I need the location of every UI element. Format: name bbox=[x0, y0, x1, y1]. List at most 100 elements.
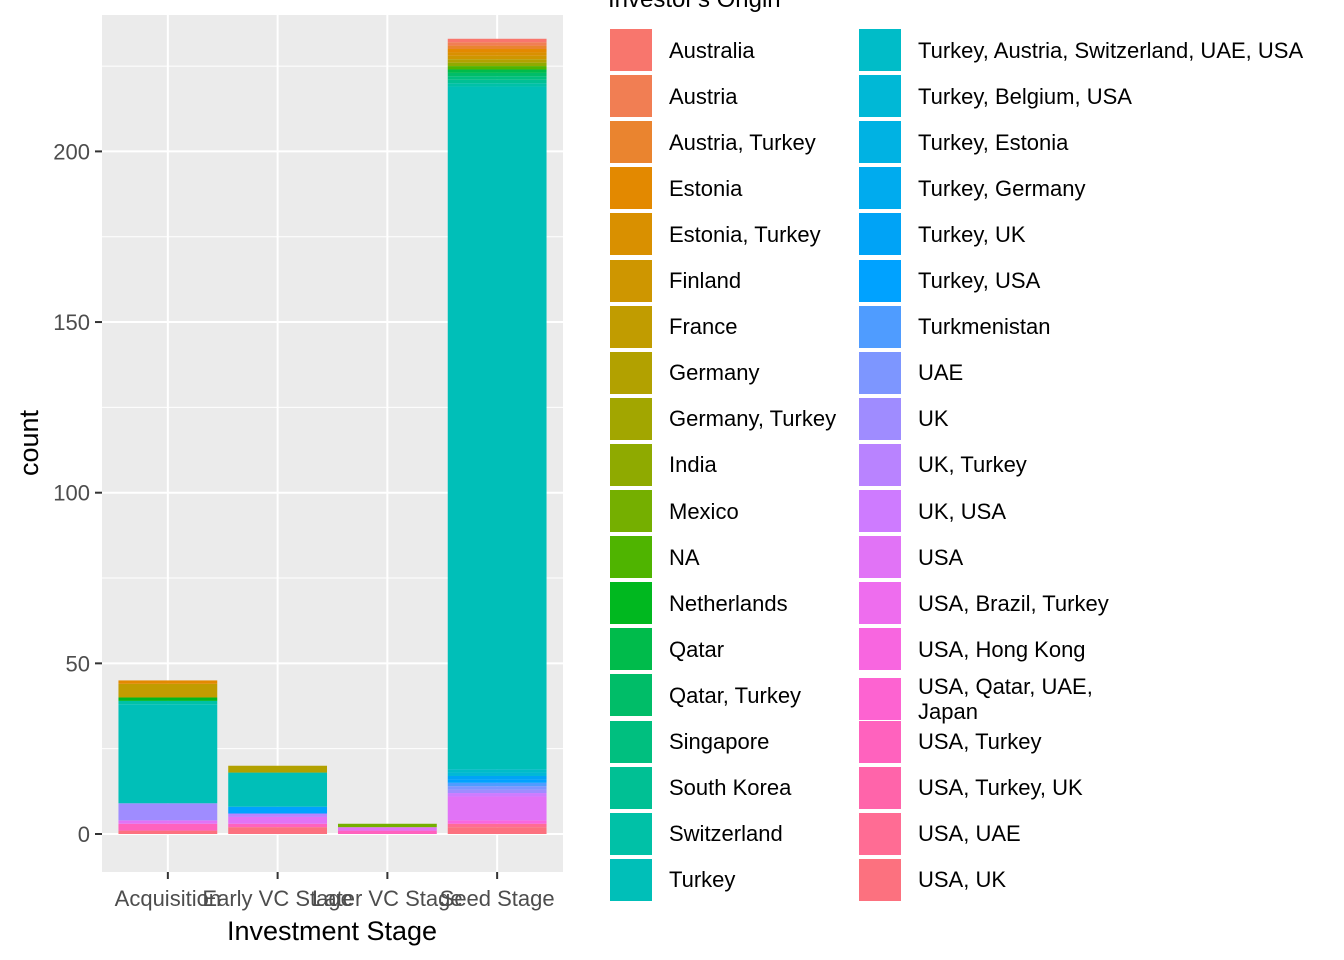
legend-item: UK bbox=[859, 397, 949, 440]
bar-segment bbox=[228, 813, 328, 817]
legend-key bbox=[610, 305, 652, 348]
legend-label: USA, Turkey, UK bbox=[918, 775, 1083, 801]
legend-item: NA bbox=[610, 536, 700, 579]
legend-item: Austria bbox=[610, 75, 738, 118]
legend-label: Turkey, Austria, Switzerland, UAE, USA bbox=[918, 37, 1304, 63]
legend-key bbox=[859, 536, 901, 579]
legend-label: USA, Hong Kong bbox=[918, 636, 1086, 662]
bar-segment bbox=[337, 830, 437, 834]
legend-key bbox=[859, 490, 901, 532]
legend-item: USA, Hong Kong bbox=[859, 628, 1086, 671]
legend-item: Australia bbox=[610, 29, 755, 71]
legend-item: Turkmenistan bbox=[859, 305, 1051, 348]
legend-key bbox=[610, 259, 652, 302]
legend-item: Turkey, Germany bbox=[859, 167, 1085, 210]
legend-label: USA bbox=[918, 544, 964, 570]
legend-label: Mexico bbox=[669, 498, 739, 524]
bar-segment bbox=[447, 782, 547, 787]
legend-item: UK, Turkey bbox=[859, 443, 1027, 486]
legend-item: Singapore bbox=[610, 720, 769, 763]
bar-segment bbox=[228, 806, 328, 814]
legend-key bbox=[859, 305, 901, 348]
legend-label: Turkey, UK bbox=[918, 221, 1026, 247]
legend-item: USA, UK bbox=[859, 858, 1006, 901]
bar-segment bbox=[447, 72, 547, 77]
legend-key bbox=[859, 351, 901, 394]
legend-label: Turkey, USA bbox=[918, 268, 1041, 293]
bar-segment bbox=[447, 66, 547, 70]
legend-key bbox=[859, 628, 901, 671]
bar-segment bbox=[447, 769, 547, 773]
bar-segment bbox=[118, 697, 218, 701]
bar-segment bbox=[447, 789, 547, 794]
legend-label: UK, Turkey bbox=[918, 452, 1027, 478]
legend-label: UK bbox=[918, 406, 949, 432]
legend-key bbox=[859, 75, 901, 118]
legend-key bbox=[859, 858, 901, 901]
bar-segment bbox=[337, 827, 437, 831]
legend-label: Turkey bbox=[669, 867, 736, 893]
bar-segment bbox=[118, 700, 218, 705]
legend-key bbox=[610, 674, 652, 717]
legend-key bbox=[610, 536, 652, 579]
legend-label: Estonia, Turkey bbox=[669, 221, 821, 247]
legend-key bbox=[610, 490, 652, 532]
y-tick-label: 50 bbox=[66, 651, 90, 676]
bar-segment bbox=[447, 55, 547, 60]
legend-item: Turkey, Estonia bbox=[859, 121, 1069, 164]
legend-label: UK, USA bbox=[918, 498, 1007, 524]
legend-label: Australia bbox=[669, 37, 755, 63]
legend-item: Austria, Turkey bbox=[610, 121, 816, 164]
bar-segment bbox=[447, 79, 547, 84]
legend-item: USA, Brazil, Turkey bbox=[859, 582, 1109, 625]
bar-segment bbox=[118, 823, 218, 831]
legend-label: UAE bbox=[918, 360, 964, 386]
legend-item: Turkey, UK bbox=[859, 213, 1026, 256]
legend-label: Finland bbox=[669, 268, 742, 293]
legend-item: Germany, Turkey bbox=[610, 397, 837, 440]
legend-item: Netherlands bbox=[610, 582, 788, 625]
legend-key bbox=[859, 213, 901, 256]
legend-label: Germany, Turkey bbox=[669, 406, 837, 432]
bar-segment bbox=[447, 796, 547, 821]
bar-segment bbox=[447, 59, 547, 63]
legend-label: Turkey, Estonia bbox=[918, 129, 1069, 155]
y-tick-label: 100 bbox=[53, 481, 90, 506]
bar-segment bbox=[447, 820, 547, 824]
legend-item: USA, Turkey bbox=[859, 720, 1041, 763]
x-tick-label: Acquisition bbox=[115, 886, 221, 911]
legend-key bbox=[610, 766, 652, 809]
legend-item: Turkey bbox=[610, 858, 736, 901]
legend-item: South Korea bbox=[610, 766, 791, 809]
legend-item: Mexico bbox=[610, 490, 739, 532]
x-tick-label: Early VC Stage bbox=[202, 886, 352, 911]
bar-segment bbox=[447, 793, 547, 797]
legend-item: Qatar bbox=[610, 628, 725, 671]
bar-segment bbox=[447, 76, 547, 80]
legend-key bbox=[859, 766, 901, 809]
legend-label: Qatar, Turkey bbox=[669, 682, 802, 708]
legend-item: France bbox=[610, 305, 737, 348]
bar-segment bbox=[447, 779, 547, 783]
x-axis-title: Investment Stage bbox=[227, 916, 437, 946]
legend-title: Investor's Origin bbox=[608, 0, 781, 14]
legend-key bbox=[859, 397, 901, 440]
legend-item: USA, UAE bbox=[859, 812, 1021, 855]
legend-label: NA bbox=[669, 544, 700, 570]
legend-label: Turkmenistan bbox=[918, 314, 1051, 340]
legend-label: Austria, Turkey bbox=[669, 129, 816, 155]
legend-key bbox=[859, 259, 901, 302]
legend-label: Qatar bbox=[669, 636, 725, 662]
bar-segment bbox=[447, 786, 547, 790]
bar-segment bbox=[447, 49, 547, 53]
y-tick-label: 0 bbox=[78, 822, 90, 847]
legend-key bbox=[859, 812, 901, 855]
legend-key bbox=[859, 720, 901, 763]
bar-segment bbox=[228, 772, 328, 807]
legend-label: Austria bbox=[669, 83, 738, 109]
bar-segment bbox=[447, 42, 547, 46]
y-tick-label: 200 bbox=[53, 139, 90, 164]
legend-label: USA, Qatar, UAE, Japan bbox=[918, 674, 1093, 725]
